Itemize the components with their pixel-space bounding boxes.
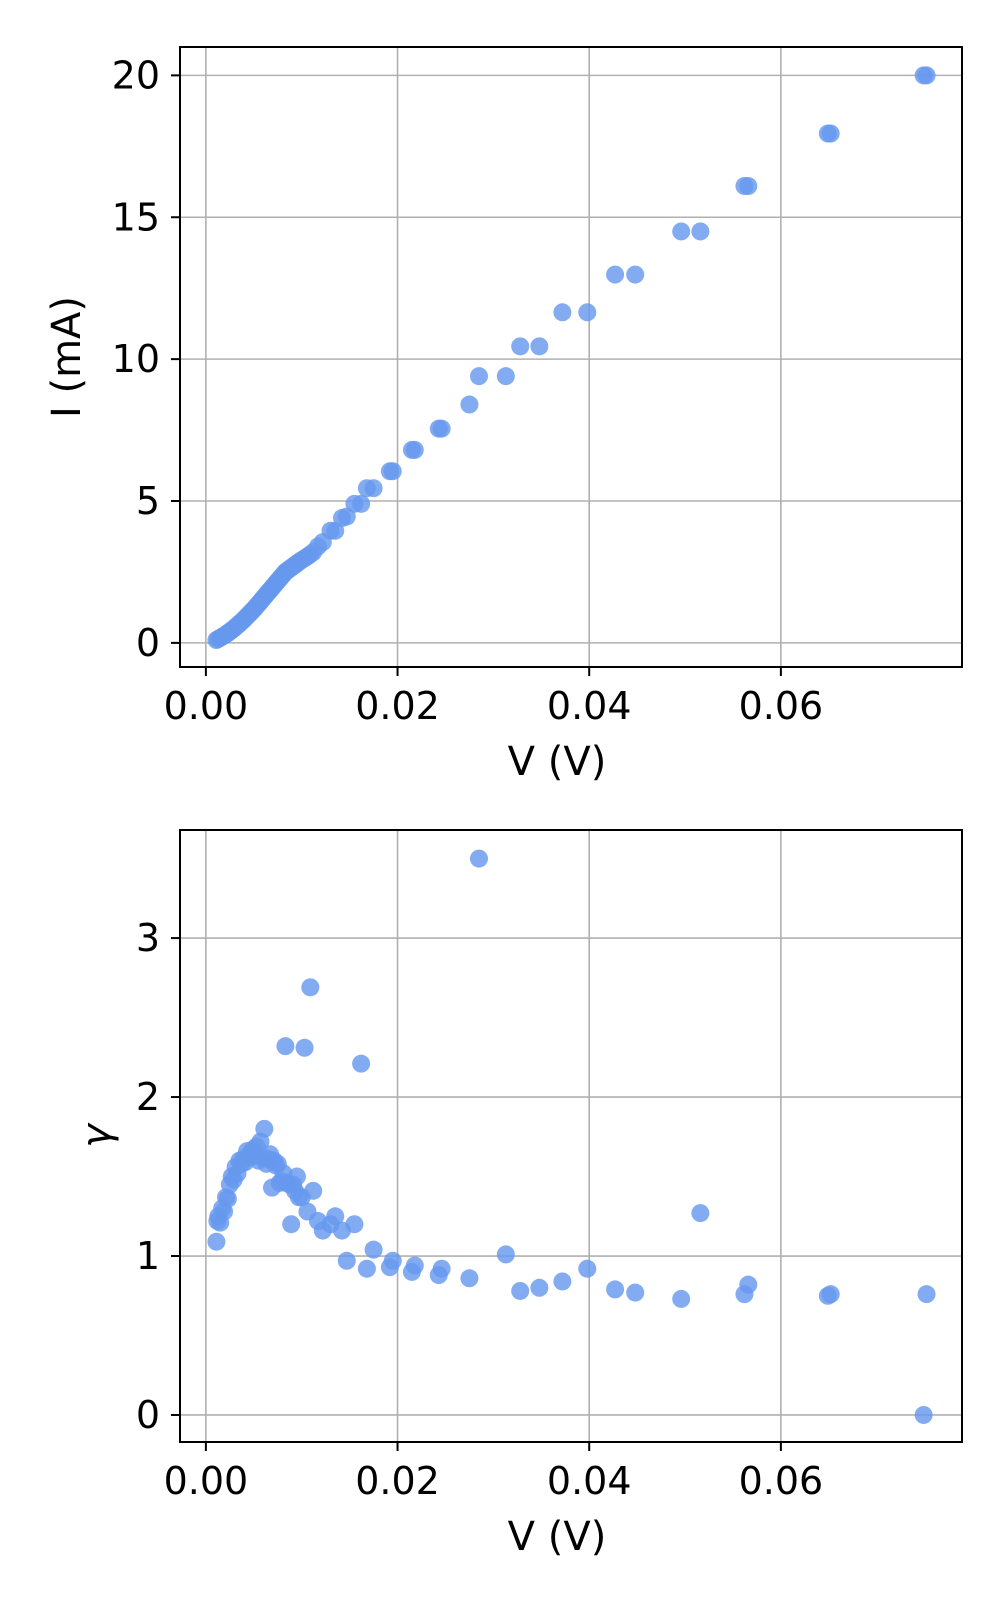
x-tick-label: 0.00 [164,1459,249,1503]
data-point [337,1251,356,1270]
y-axis-label: I (mA) [44,296,90,418]
data-point [511,337,530,356]
data-point [672,1289,691,1308]
y-tick-label: 0 [136,621,160,665]
data-point [364,1240,383,1259]
data-point [218,1189,237,1208]
data-point [553,303,572,322]
data-point [352,1054,371,1073]
y-tick-label: 3 [136,916,160,960]
data-point [304,1181,323,1200]
data-point [295,1038,314,1057]
data-point [496,367,515,386]
data-point [470,367,488,386]
y-tick-label: 15 [112,195,160,239]
data-point [405,440,424,459]
data-point [255,1119,274,1138]
data-point [364,479,383,498]
data-point [626,1283,645,1302]
y-tick-label: 0 [136,1393,160,1437]
data-point [207,1232,226,1251]
y-tick-label: 20 [112,53,160,97]
data-point [739,177,758,196]
data-point [739,1275,758,1294]
data-point [432,419,451,438]
data-point [821,124,840,143]
x-axis-label: V (V) [508,739,607,785]
x-tick-label: 0.06 [739,1459,824,1503]
data-point [345,1215,364,1234]
scatter-points [207,849,936,1424]
data-point [383,462,402,481]
data-point [511,1281,530,1300]
data-point [578,1259,597,1278]
data-point [276,1037,295,1056]
data-point [357,1259,376,1278]
x-tick-label: 0.06 [739,684,824,728]
scatter-points [207,66,936,650]
data-point [917,1285,936,1304]
data-point [460,395,479,414]
data-point [301,978,320,997]
data-point [914,1405,933,1424]
data-point [470,849,488,868]
data-point [553,1272,572,1291]
x-tick-label: 0.02 [355,684,440,728]
chart-panel-1: 0.00 0.02 0.04 0.06 0 5 10 15 20 V (V) I (mA) [44,46,963,785]
data-point [672,222,691,241]
data-point [287,1167,306,1186]
data-point [917,66,936,85]
data-point [460,1269,479,1288]
y-axis-label: γ [74,1122,120,1148]
data-point [578,303,597,322]
y-tick-label: 2 [136,1075,160,1119]
data-point [383,1251,402,1270]
x-axis-label: V (V) [508,1514,607,1560]
data-point [432,1259,451,1278]
data-point [530,1278,549,1297]
y-tick-label: 10 [112,337,160,381]
data-point [496,1245,515,1264]
y-tick-label: 1 [136,1234,160,1278]
data-point [352,494,371,513]
data-point [821,1285,840,1304]
y-tick-label: 5 [136,479,160,523]
x-tick-label: 0.04 [547,1459,632,1503]
data-point [405,1256,424,1275]
chart-panel-2: 0.00 0.02 0.04 0.06 0 1 2 3 V (V) γ [74,829,963,1560]
plot-frame [179,829,963,1443]
data-point [282,1215,301,1234]
data-point [530,337,549,356]
data-point [606,1280,625,1299]
data-point [626,265,645,284]
data-point [691,222,710,241]
data-point [691,1204,710,1223]
x-tick-label: 0.02 [355,1459,440,1503]
data-point [606,265,625,284]
data-point [326,1207,345,1226]
plot-frame [179,46,963,668]
x-tick-label: 0.00 [164,684,249,728]
x-tick-label: 0.04 [547,684,632,728]
